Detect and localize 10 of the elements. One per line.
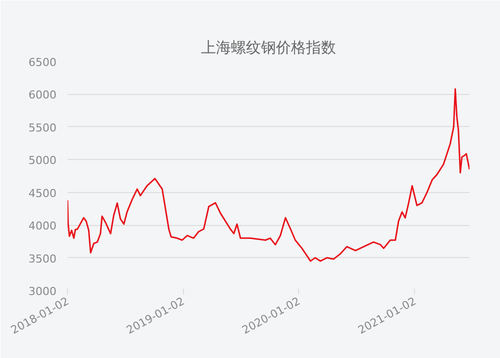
y-tick-label: 4500 (28, 186, 57, 200)
y-tick-label: 3500 (28, 252, 57, 266)
y-tick-label: 5000 (28, 154, 57, 168)
y-tick-label: 6000 (28, 88, 57, 102)
y-tick-label: 3000 (28, 285, 57, 298)
y-tick-label: 6500 (28, 56, 57, 69)
y-tick-label: 5500 (28, 121, 57, 134)
line-series (68, 88, 470, 262)
chart-title: 上海螺纹钢价格指数 (201, 38, 336, 56)
y-tick-label: 4000 (28, 220, 57, 233)
